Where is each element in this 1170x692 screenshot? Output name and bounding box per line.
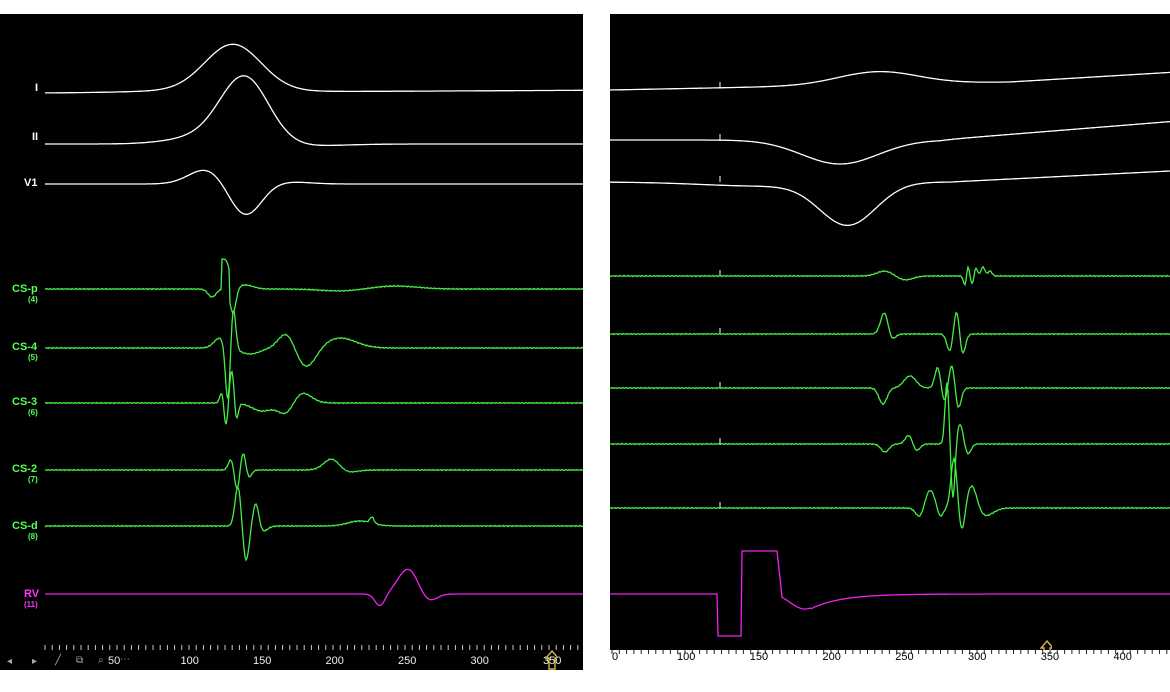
lead-V1-trace <box>45 169 583 215</box>
time-tick-label: 200 <box>822 651 841 663</box>
time-tick-label: 400 <box>1113 651 1132 663</box>
lead-CS-4-trace <box>44 309 583 399</box>
lead-label-CS-3: CS-3 (6) <box>12 396 38 418</box>
left-tracing-panel: I II V1 CS-p (4) CS-4 (5) CS-3 (6) CS-2 (7) … <box>0 14 583 670</box>
time-tick-label: 350 <box>1040 651 1060 663</box>
lead-II-trace <box>45 75 583 147</box>
time-tick-label: 0 <box>612 651 619 663</box>
pen-icon[interactable]: ╱ <box>55 655 62 666</box>
right-tracing-panel <box>610 14 1170 670</box>
lead-label-V1: V1 <box>24 177 38 189</box>
lead-CS-p-trace <box>44 258 583 315</box>
right-lead-V1-trace <box>610 170 1170 227</box>
time-marker-arrow-icon[interactable] <box>545 650 557 670</box>
lead-CS-d-trace <box>44 486 583 562</box>
copy-icon[interactable]: ⧉ <box>76 655 84 666</box>
lead-I-trace <box>45 43 583 94</box>
time-tick-label: 250 <box>398 655 417 667</box>
right-CS-2-trace <box>610 382 1170 498</box>
right-axis-ticks <box>611 650 1168 654</box>
time-tick-label: 300 <box>470 655 489 667</box>
lead-label-CS-p: CS-p (4) <box>12 283 38 305</box>
right-waveforms <box>610 70 1170 637</box>
right-CS-d-trace <box>610 455 1170 529</box>
prev-icon[interactable]: ◂ <box>7 656 13 667</box>
zoom-icon[interactable]: ⌕ <box>98 655 104 666</box>
time-tick-label: 350 <box>543 655 562 667</box>
right-CS-3-trace <box>610 365 1170 408</box>
lead-label-RV: RV (11) <box>24 588 40 610</box>
lead-label-CS-2: CS-2 (7) <box>12 463 38 485</box>
time-tick-label: 250 <box>895 651 914 663</box>
right-lead-I-trace <box>610 70 1170 91</box>
lead-label-CS-4: CS-4 (5) <box>12 341 38 363</box>
time-tick-label: 150 <box>749 651 769 663</box>
more-icon[interactable]: ⋯ <box>120 654 130 665</box>
lead-label-II: II <box>32 131 39 143</box>
right-CS-4-trace <box>610 311 1170 355</box>
next-icon[interactable]: ▸ <box>32 656 38 667</box>
lead-label-I: I <box>35 82 39 94</box>
right-RV-trace <box>610 550 1170 637</box>
time-tick-label: 50 <box>108 655 121 667</box>
time-tick-label: 100 <box>677 651 696 663</box>
left-waveforms <box>44 43 583 650</box>
right-lead-II-trace <box>610 120 1170 165</box>
lead-label-CS-d: CS-d (8) <box>12 520 38 542</box>
right-CS-p-trace <box>610 264 1170 287</box>
time-tick-label: 200 <box>325 655 344 667</box>
lead-CS-3-trace <box>44 370 583 425</box>
time-tick-label: 100 <box>180 655 199 667</box>
time-tick-label: 150 <box>253 655 272 667</box>
right-time-axis <box>610 650 1170 670</box>
lead-CS-2-trace <box>44 453 583 490</box>
time-tick-label: 300 <box>968 651 987 663</box>
lead-RV-trace <box>45 568 583 607</box>
